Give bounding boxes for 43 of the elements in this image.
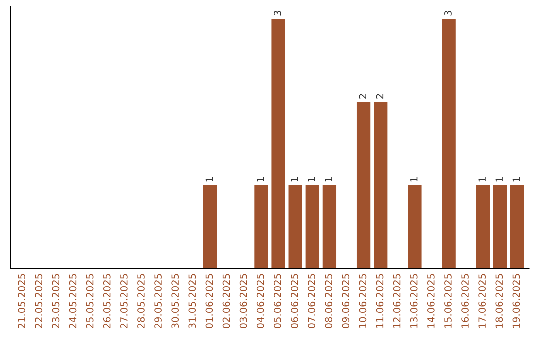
x-tick-label: 14.06.2025 <box>427 274 435 328</box>
data-label: 1 <box>478 177 486 182</box>
data-label: 2 <box>359 94 366 99</box>
x-tick-label: 11.06.2025 <box>376 274 384 328</box>
x-tick-label: 31.05.2025 <box>188 274 196 328</box>
data-label: 1 <box>512 177 520 182</box>
x-tick-label: 04.06.2025 <box>256 274 264 328</box>
x-tick-label: 27.05.2025 <box>120 274 128 328</box>
x-tick-label: 25.05.2025 <box>86 274 94 328</box>
x-tick-label: 12.06.2025 <box>393 274 401 328</box>
x-tick-label: 28.05.2025 <box>138 274 145 328</box>
x-tick-label: 06.06.2025 <box>291 274 298 328</box>
x-tick-label: 10.06.2025 <box>359 274 367 328</box>
data-label: 1 <box>410 177 418 182</box>
x-tick-label: 03.06.2025 <box>240 274 248 328</box>
x-tick-label: 16.06.2025 <box>462 274 469 328</box>
data-label: 1 <box>291 177 298 182</box>
x-tick-label: 26.05.2025 <box>103 274 111 328</box>
data-label: 3 <box>274 11 282 16</box>
x-tick-label: 17.06.2025 <box>478 274 486 328</box>
data-label: 1 <box>206 177 213 182</box>
x-tick-label: 13.06.2025 <box>410 274 418 328</box>
x-tick-label: 21.05.2025 <box>18 274 26 328</box>
x-tick-label: 08.06.2025 <box>325 274 333 328</box>
x-tick-label: 09.06.2025 <box>342 274 350 328</box>
x-tick-label: 29.05.2025 <box>154 274 162 328</box>
data-label: 1 <box>496 177 503 182</box>
x-tick-label: 05.06.2025 <box>274 274 282 328</box>
x-tick-label: 15.06.2025 <box>444 274 452 328</box>
x-tick-label: 22.05.2025 <box>35 274 43 328</box>
x-tick-label: 07.06.2025 <box>308 274 316 328</box>
x-tick-label: 02.06.2025 <box>222 274 230 328</box>
data-label: 1 <box>325 177 332 182</box>
data-label: 3 <box>444 11 452 16</box>
x-tick-label: 19.06.2025 <box>512 274 520 328</box>
x-tick-label: 01.06.2025 <box>206 274 214 328</box>
x-tick-label: 30.05.2025 <box>172 274 180 328</box>
data-label: 1 <box>257 177 264 182</box>
data-label: 2 <box>376 94 384 99</box>
x-tick-label: 23.05.2025 <box>52 274 60 328</box>
data-label: 1 <box>308 177 316 182</box>
x-tick-label: 18.06.2025 <box>496 274 504 328</box>
x-tick-label: 24.05.2025 <box>69 274 77 328</box>
